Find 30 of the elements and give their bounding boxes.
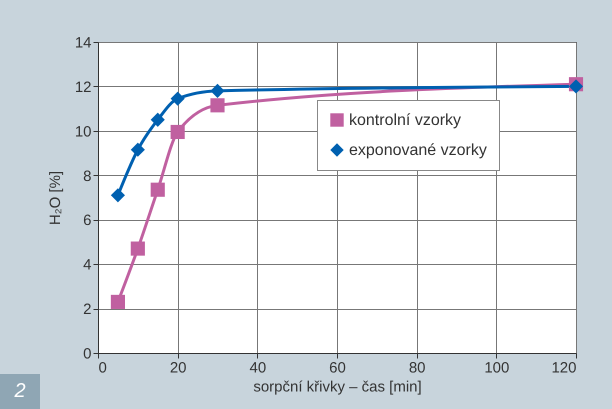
x-tick-label: 20 <box>170 360 187 376</box>
point <box>170 124 185 140</box>
x-tick-label: 120 <box>551 360 576 376</box>
x-tick-label: 0 <box>98 360 107 376</box>
text: 2 <box>0 374 40 409</box>
y-axis-title: H₂O [%] <box>46 170 64 226</box>
y-tick-label: 4 <box>83 256 92 274</box>
point <box>130 242 145 256</box>
y-tick-label: 10 <box>74 123 92 140</box>
y-tick-label: 14 <box>74 34 92 52</box>
legend-label: exponované vzorky <box>349 142 487 159</box>
point <box>210 98 225 112</box>
point <box>110 188 125 202</box>
point <box>170 92 185 106</box>
y-tick-label: 12 <box>74 78 92 96</box>
y-tick-label: 6 <box>83 212 92 230</box>
y-tick-label: 8 <box>83 168 92 185</box>
x-tick-label: 40 <box>249 360 266 376</box>
x-tick-label: 60 <box>329 360 346 376</box>
legend-label: kontrolní vzorky <box>349 112 462 129</box>
x-tick-label: 80 <box>408 360 426 376</box>
point <box>110 294 125 309</box>
x-axis-title: sorpční křivky – čas [min] <box>253 378 422 396</box>
x-tick-label: 100 <box>484 360 510 376</box>
y-tick-label: 0 <box>83 346 92 362</box>
point <box>150 112 165 127</box>
point <box>150 182 165 197</box>
point <box>130 142 145 157</box>
y-tick-label: 2 <box>83 301 92 318</box>
point <box>210 84 225 98</box>
